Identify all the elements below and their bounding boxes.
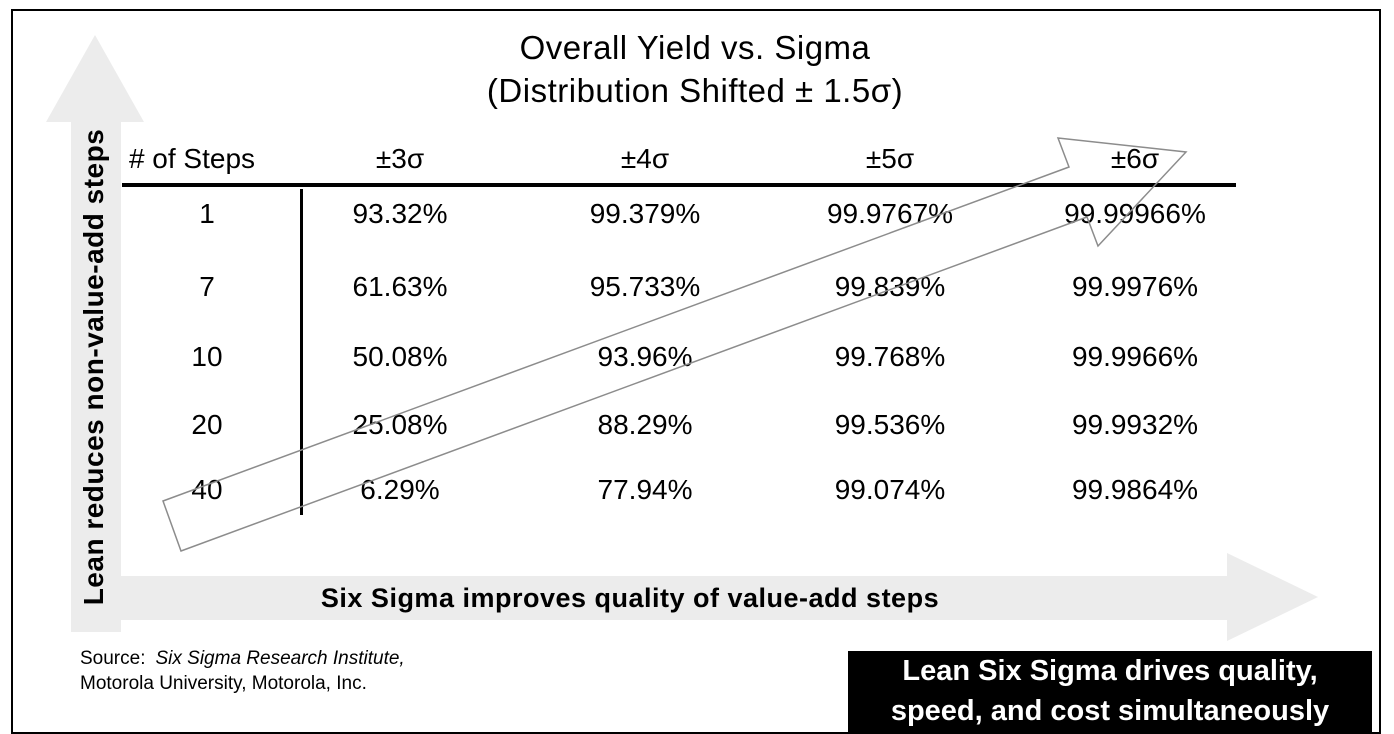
table-cell: 95.733% <box>589 271 701 302</box>
table-cell: 99.839% <box>834 271 946 302</box>
slide-title: Overall Yield vs. Sigma (Distribution Sh… <box>295 26 1095 112</box>
table-cell: 99.074% <box>834 474 946 505</box>
table-row-steps: 10 <box>191 341 223 372</box>
source-line2: Motorola University, Motorola, Inc. <box>80 673 367 694</box>
col-header-5sigma: ±5σ <box>865 143 915 174</box>
table-row-steps: 40 <box>191 474 223 505</box>
col-header-6sigma: ±6σ <box>1110 143 1160 174</box>
table-cell: 61.63% <box>352 271 448 302</box>
col-header-steps: # of Steps <box>128 143 256 174</box>
source-attribution: Source: Six Sigma Research Institute, Mot… <box>80 646 560 696</box>
banner-line1: Lean Six Sigma drives quality, <box>902 655 1318 687</box>
table-cell: 99.9976% <box>1071 271 1199 302</box>
source-prefix: Source: <box>80 648 146 669</box>
conclusion-banner: Lean Six Sigma drives quality, speed, an… <box>848 651 1372 734</box>
table-row-steps: 1 <box>199 198 215 229</box>
col-header-3sigma: ±3σ <box>375 143 425 174</box>
banner-line2: speed, and cost simultaneously <box>890 695 1330 727</box>
table-cell: 93.96% <box>597 341 693 372</box>
table-cell: 99.9966% <box>1071 341 1199 372</box>
source-institute: Six Sigma Research Institute, <box>155 648 405 669</box>
table-cell: 99.536% <box>834 409 946 440</box>
table-cell: 99.99966% <box>1064 198 1206 229</box>
table-cell: 99.768% <box>834 341 946 372</box>
source-line1: Source: Six Sigma Research Institute, <box>80 646 560 671</box>
table-header-rule <box>122 183 1236 187</box>
table-cell: 99.9767% <box>826 198 954 229</box>
table-row-steps: 20 <box>191 409 223 440</box>
slide-border <box>11 9 1381 734</box>
table-cell: 6.29% <box>360 474 440 505</box>
table-cell: 99.9864% <box>1071 474 1199 505</box>
title-line1: Overall Yield vs. Sigma <box>519 29 871 66</box>
col-header-4sigma: ±4σ <box>620 143 670 174</box>
table-row-steps: 7 <box>199 271 215 302</box>
table-cell: 99.9932% <box>1071 409 1199 440</box>
table-cell: 25.08% <box>352 409 448 440</box>
title-line2: (Distribution Shifted ± 1.5σ) <box>486 72 904 109</box>
table-cell: 93.32% <box>352 198 448 229</box>
table-cell: 88.29% <box>597 409 693 440</box>
table-cell: 99.379% <box>589 198 701 229</box>
horizontal-axis-label: Six Sigma improves quality of value-add … <box>320 583 940 613</box>
table-cell: 77.94% <box>597 474 693 505</box>
table-cell: 50.08% <box>352 341 448 372</box>
